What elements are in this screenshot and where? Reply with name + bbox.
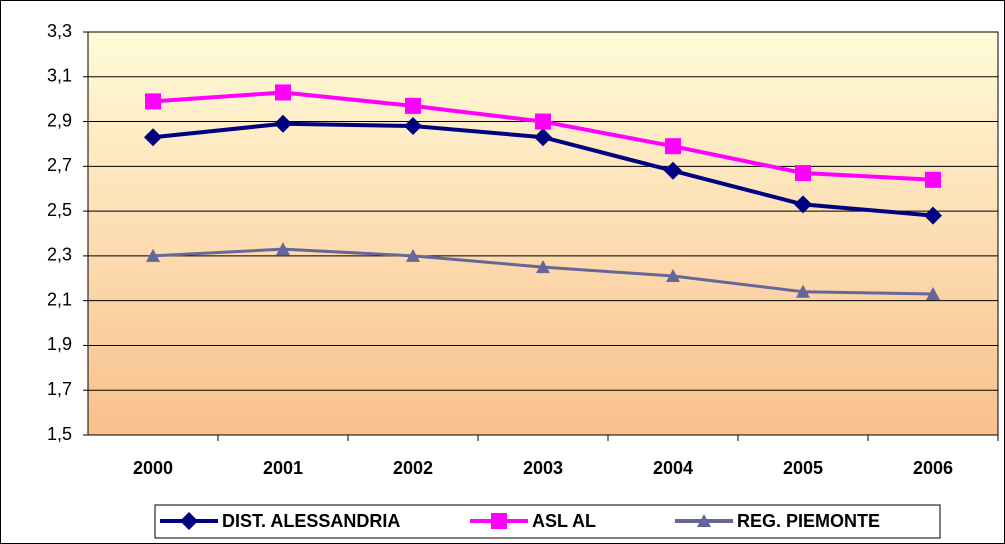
marker	[275, 84, 291, 101]
marker	[404, 117, 422, 136]
marker	[534, 128, 552, 147]
marker	[924, 206, 942, 225]
marker	[491, 513, 507, 529]
marker	[925, 171, 941, 188]
marker	[276, 242, 290, 256]
marker	[536, 260, 550, 274]
y-tick-label: 3,3	[47, 21, 72, 41]
marker	[926, 286, 940, 300]
x-tick-label: 2003	[523, 458, 563, 478]
y-tick-label: 2,7	[47, 155, 72, 175]
marker	[405, 97, 421, 114]
y-tick-label: 3,1	[47, 66, 72, 86]
marker	[666, 269, 680, 283]
marker	[795, 165, 811, 182]
plot-border	[87, 31, 999, 436]
legend	[154, 504, 941, 539]
plot-area	[88, 32, 998, 435]
legend-label: REG. PIEMONTE	[737, 511, 880, 531]
marker	[180, 512, 198, 530]
marker	[146, 248, 160, 262]
y-tick-label: 1,5	[47, 424, 72, 444]
series-layer	[144, 84, 942, 300]
marker	[664, 161, 682, 180]
y-tick-label: 2,3	[47, 245, 72, 265]
marker	[794, 195, 812, 214]
y-tick-label: 1,9	[47, 334, 72, 354]
x-tick-label: 2002	[393, 458, 433, 478]
x-tick-label: 2006	[913, 458, 953, 478]
x-tick-label: 2001	[263, 458, 303, 478]
marker	[665, 138, 681, 155]
y-tick-label: 2,1	[47, 289, 72, 309]
marker	[274, 114, 292, 133]
marker	[145, 93, 161, 110]
marker	[406, 248, 420, 262]
y-tick-label: 2,9	[47, 110, 72, 130]
x-tick-label: 2004	[653, 458, 693, 478]
legend-label: DIST. ALESSANDRIA	[222, 511, 400, 531]
y-tick-label: 1,7	[47, 379, 72, 399]
legend-items: DIST. ALESSANDRIA ASL AL REG. PIEMONTE	[160, 511, 880, 531]
y-tick-label: 2,5	[47, 200, 72, 220]
marker	[697, 514, 711, 527]
marker	[144, 128, 162, 147]
legend-label: ASL AL	[532, 511, 596, 531]
marker	[796, 284, 810, 298]
marker	[535, 113, 551, 130]
x-tick-label: 2005	[783, 458, 823, 478]
x-tick-label: 2000	[133, 458, 173, 478]
